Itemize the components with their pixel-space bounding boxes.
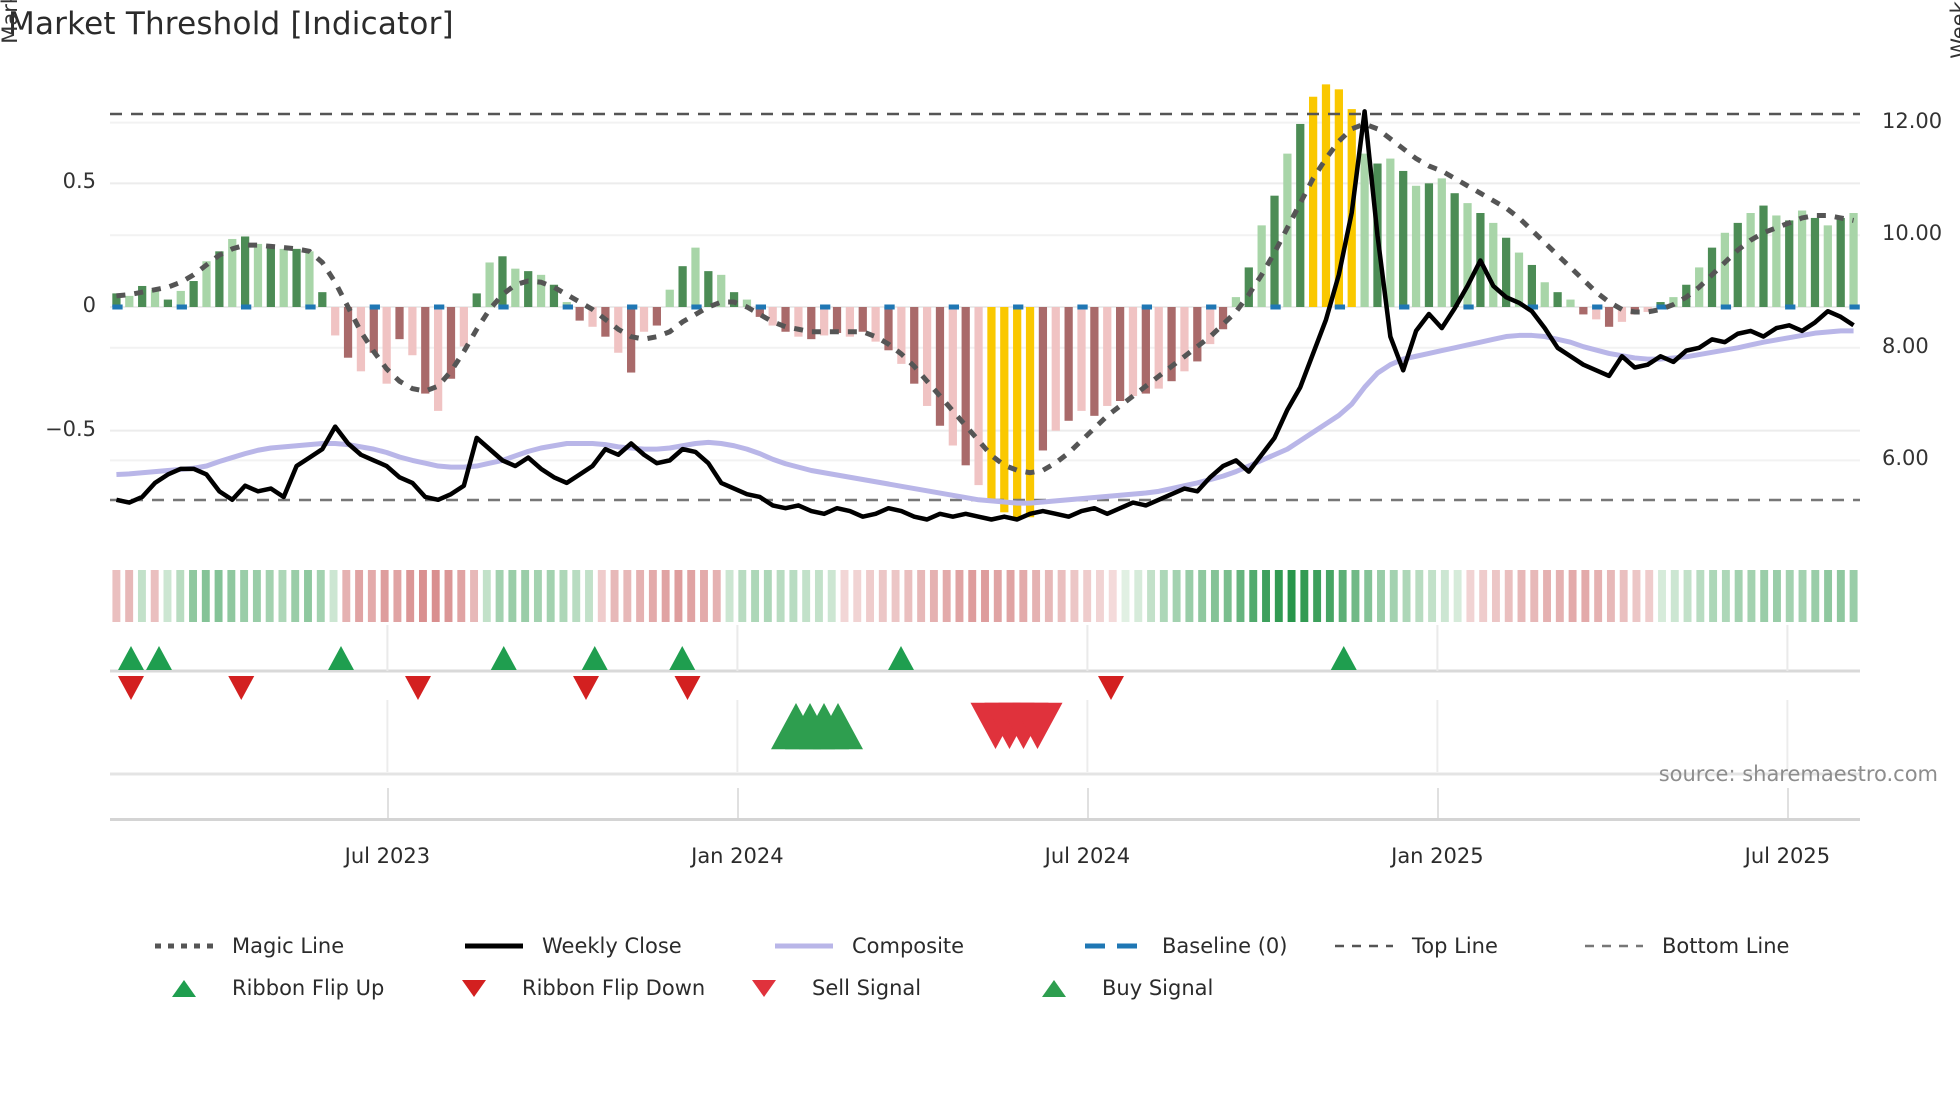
legend-row: Ribbon Flip Up Ribbon Flip Down Sell Signa… xyxy=(150,967,1850,1009)
y-axis-label-left: Market Threshold (Composite) xyxy=(0,0,22,95)
solid-line-icon xyxy=(460,935,528,957)
ribbon-strip xyxy=(110,570,1860,622)
triangle-up-icon xyxy=(1020,977,1088,999)
buy-signal-marker xyxy=(813,703,863,750)
ribbon-flip-down-marker xyxy=(118,675,144,700)
main-plot xyxy=(110,72,1860,542)
ribbon-flip-down-marker xyxy=(405,675,431,700)
legend-row: Magic Line Weekly Close Composite Baseline … xyxy=(150,925,1850,967)
x-tick-mark xyxy=(1087,788,1090,818)
legend-item[interactable]: Weekly Close xyxy=(460,935,682,957)
ribbon-flip-up-marker xyxy=(146,646,172,671)
dashed-line-icon xyxy=(1580,935,1648,957)
y-tick-left: 0.5 xyxy=(62,169,96,194)
legend-item-label: Bottom Line xyxy=(1662,933,1790,958)
x-tick-label: Jul 2024 xyxy=(1044,844,1131,868)
legend-item-label: Buy Signal xyxy=(1102,975,1214,1000)
legend-item[interactable]: Top Line xyxy=(1330,935,1498,957)
x-tick-mark xyxy=(1437,788,1440,818)
sell-signal-marker xyxy=(1012,702,1063,749)
ribbon-flip-up-marker xyxy=(118,646,144,671)
y-tick-right: 10.00 xyxy=(1882,221,1943,246)
legend-item[interactable]: Ribbon Flip Up xyxy=(150,977,384,999)
legend-item-label: Magic Line xyxy=(232,933,345,958)
ribbon-flip-markers xyxy=(110,625,1860,735)
x-tick-label: Jul 2023 xyxy=(344,844,431,868)
source-attribution: source: sharemaestro.com xyxy=(1658,762,1938,786)
x-tick-label: Jan 2024 xyxy=(691,844,784,868)
triangle-down-icon xyxy=(730,977,798,999)
legend: Magic Line Weekly Close Composite Baseline … xyxy=(150,925,1850,1009)
legend-item-label: Baseline (0) xyxy=(1162,933,1288,958)
trade-signal-markers xyxy=(110,700,1860,805)
legend-item[interactable]: Composite xyxy=(770,935,964,957)
legend-item[interactable]: Sell Signal xyxy=(730,977,921,999)
ribbon-flip-down-marker xyxy=(573,675,599,700)
x-axis: Jul 2023 Jan 2024 Jul 2024 Jan 2025 Jul 2025 xyxy=(110,788,1860,878)
page-title: Market Threshold [Indicator] xyxy=(8,6,454,42)
x-tick-mark xyxy=(1787,788,1790,818)
dashed-line-icon xyxy=(1080,935,1148,957)
legend-item[interactable]: Bottom Line xyxy=(1580,935,1789,957)
legend-item-label: Sell Signal xyxy=(812,975,922,1000)
x-tick-mark xyxy=(387,788,390,818)
legend-item[interactable]: Baseline (0) xyxy=(1080,935,1287,957)
legend-item[interactable]: Magic Line xyxy=(150,935,344,957)
y-tick-right: 12.00 xyxy=(1882,108,1943,133)
dashed-line-icon xyxy=(1330,935,1398,957)
y-tick-right: 6.00 xyxy=(1882,446,1929,471)
ribbon-flip-up-marker xyxy=(669,646,696,671)
legend-item-label: Ribbon Flip Up xyxy=(232,975,385,1000)
ribbon-flip-up-marker xyxy=(490,646,517,671)
ribbon-flip-down-marker xyxy=(674,675,701,700)
x-tick-label: Jan 2025 xyxy=(1391,844,1484,868)
ribbon-flip-up-marker xyxy=(328,646,354,671)
triangle-down-icon xyxy=(440,977,508,999)
legend-item-label: Ribbon Flip Down xyxy=(522,975,706,1000)
ribbon-flip-up-marker xyxy=(1330,646,1357,671)
x-axis-rule xyxy=(110,818,1860,821)
legend-item[interactable]: Buy Signal xyxy=(1020,977,1213,999)
ribbon-flip-up-marker xyxy=(581,646,608,671)
x-tick-label: Jul 2025 xyxy=(1744,844,1831,868)
ribbon-flip-up-marker xyxy=(888,646,914,671)
legend-item[interactable]: Ribbon Flip Down xyxy=(440,977,705,999)
ribbon-flip-down-marker xyxy=(228,675,255,700)
y-tick-left: −0.5 xyxy=(45,416,96,441)
dotted-line-icon xyxy=(150,935,218,957)
legend-item-label: Weekly Close xyxy=(542,933,682,958)
legend-item-label: Top Line xyxy=(1412,933,1498,958)
solid-line-icon xyxy=(770,935,838,957)
triangle-up-icon xyxy=(150,977,218,999)
y-axis-label-right: Weekly Close Price xyxy=(1947,0,1960,125)
legend-item-label: Composite xyxy=(852,933,965,958)
y-tick-right: 8.00 xyxy=(1882,333,1929,358)
x-tick-mark xyxy=(737,788,740,818)
ribbon-flip-down-marker xyxy=(1098,675,1124,700)
y-tick-left: 0 xyxy=(82,293,96,317)
